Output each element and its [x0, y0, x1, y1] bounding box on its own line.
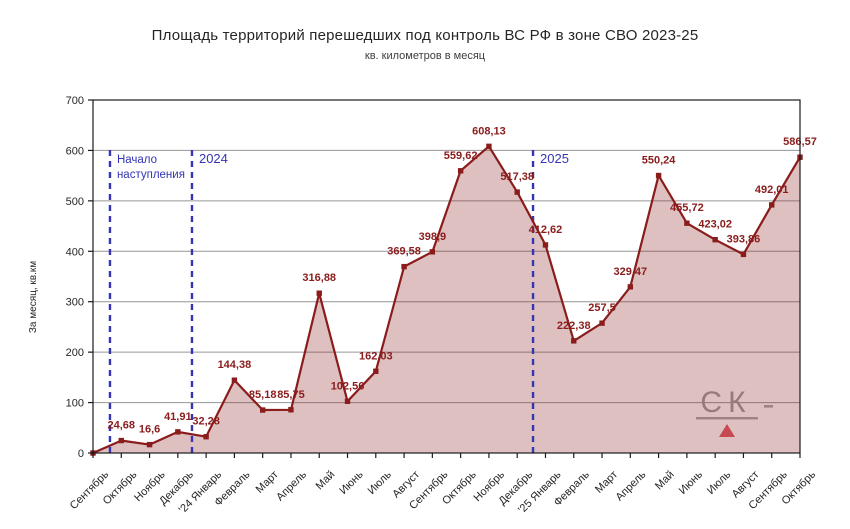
data-point-label: 144,38	[218, 359, 252, 371]
data-point-marker	[146, 441, 153, 448]
data-point-label: 162,03	[359, 350, 393, 362]
data-point-marker	[316, 290, 322, 296]
data-point-marker	[769, 202, 775, 208]
data-point-label: 316,88	[302, 272, 336, 284]
data-point-marker	[231, 377, 238, 383]
data-point-marker	[655, 172, 662, 179]
data-point-label: 41,91	[164, 411, 192, 423]
data-point-marker	[514, 189, 520, 195]
watermark-underline	[696, 417, 758, 420]
x-tick-label: Сентябрь	[68, 468, 112, 512]
data-point-marker	[373, 368, 379, 374]
y-tick-label: 0	[78, 448, 84, 460]
data-point-label: 423,02	[698, 219, 732, 231]
annotation-label: Начало наступления	[117, 154, 185, 181]
y-tick-label: 500	[66, 196, 84, 208]
data-point-marker	[627, 284, 634, 290]
y-tick-label: 200	[66, 347, 84, 359]
data-point-label: 257,5	[588, 302, 616, 314]
data-point-marker	[571, 338, 577, 344]
y-tick-label: 300	[66, 297, 84, 309]
data-point-label: 102,56	[331, 380, 365, 392]
data-point-label: 398,9	[419, 231, 447, 243]
data-point-label: 16,6	[139, 424, 160, 436]
data-point-marker	[740, 251, 747, 258]
y-tick-label: 400	[66, 246, 84, 258]
watermark-dash	[764, 405, 773, 408]
annotation-label: 2025	[540, 151, 569, 166]
data-point-label: 608,13	[472, 125, 506, 137]
x-tick-label: Июнь	[337, 468, 365, 496]
data-point-marker	[457, 168, 464, 174]
data-point-marker	[344, 398, 351, 404]
data-point-label: 24,68	[108, 420, 136, 432]
data-point-label: 222,38	[557, 320, 591, 332]
series-line	[92, 144, 801, 455]
x-tick-label: Апрель	[274, 468, 309, 503]
data-point-marker	[259, 407, 266, 413]
y-tick-label: 100	[66, 398, 84, 410]
data-point-label: 329,47	[613, 266, 647, 278]
data-point-marker	[542, 242, 549, 248]
data-point-marker	[684, 220, 690, 226]
chart-subtitle: кв. километров в месяц	[364, 50, 486, 62]
data-point-label: 85,18	[249, 389, 277, 401]
y-tick-label: 600	[66, 145, 84, 157]
data-point-label: 393,86	[727, 233, 761, 245]
data-point-marker	[429, 249, 436, 255]
x-tick-label: Май	[314, 469, 338, 493]
data-point-marker	[401, 263, 407, 270]
x-tick-label: Июнь	[677, 468, 705, 496]
data-point-label: 85,75	[277, 389, 305, 401]
chart-title: Площадь территорий перешедших под контро…	[151, 27, 699, 44]
data-point-marker	[175, 429, 181, 435]
data-point-label: 455,72	[670, 202, 704, 214]
data-point-label: 550,24	[642, 155, 677, 167]
annotation-label: 2024	[199, 151, 228, 166]
data-point-marker	[712, 236, 718, 243]
data-point-label: 517,38	[500, 171, 534, 183]
series-area-fill	[93, 146, 800, 454]
data-point-marker	[118, 437, 124, 444]
data-point-label: 369,58	[387, 246, 421, 258]
watermark-logo-text: СК	[700, 386, 751, 419]
watermark-triangle-icon	[719, 424, 735, 437]
data-point-marker	[599, 320, 605, 326]
data-point-label: 412,62	[529, 224, 563, 236]
data-point-label: 492,01	[755, 184, 789, 196]
y-tick-label: 700	[66, 95, 84, 107]
x-tick-label: Май	[653, 469, 677, 493]
plot-border	[92, 99, 801, 454]
data-point-label: 32,28	[192, 416, 220, 428]
data-point-marker	[203, 434, 209, 440]
data-point-marker	[288, 407, 294, 413]
y-axis-title: За месяц, кв.км	[28, 261, 39, 333]
x-tick-label: Апрель	[614, 468, 649, 503]
data-point-label: 559,62	[444, 150, 478, 162]
data-point-marker	[486, 143, 492, 150]
